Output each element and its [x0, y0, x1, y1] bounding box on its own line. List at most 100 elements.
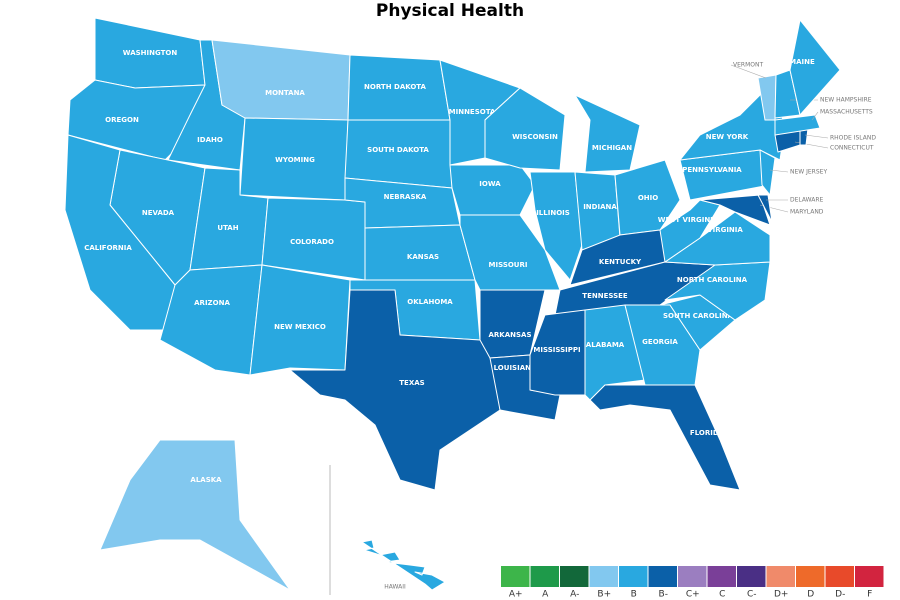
legend-swatch — [530, 566, 559, 587]
state-label: OHIO — [638, 194, 658, 202]
legend-label: C — [719, 590, 725, 600]
state-label: NEBRASKA — [384, 193, 427, 201]
state-label: MAINE — [789, 58, 815, 66]
state — [757, 74, 777, 121]
state-label: FLORIDA — [690, 429, 725, 437]
leader-line — [804, 134, 829, 139]
state-label: ARIZONA — [194, 299, 230, 307]
legend-swatch — [855, 566, 884, 587]
state-label: CONNECTICUT — [830, 145, 874, 152]
state — [699, 194, 771, 226]
state-label: VIRGINIA — [707, 226, 743, 234]
legend-label: B+ — [597, 590, 611, 600]
state-label: KANSAS — [407, 253, 439, 261]
state-label: NEW MEXICO — [274, 323, 326, 331]
state-label: WASHINGTON — [123, 49, 178, 57]
state-label: NORTH CAROLINA — [677, 276, 748, 284]
state-label: NEW YORK — [706, 133, 749, 141]
state — [757, 194, 773, 223]
state — [574, 94, 641, 173]
legend-swatch — [560, 566, 589, 587]
state-label: IOWA — [479, 180, 501, 188]
state-label: HAWAII — [384, 584, 406, 591]
state-label: MISSOURI — [489, 261, 528, 269]
leader-line — [769, 169, 789, 173]
state-label: OREGON — [105, 116, 139, 124]
legend-swatch — [501, 566, 530, 587]
title: Physical Health — [376, 1, 524, 21]
state-label: OKLAHOMA — [407, 298, 453, 306]
state-label: LOUISIANA — [494, 364, 537, 372]
state-label: NEW HAMPSHIRE — [820, 97, 872, 104]
legend-swatch — [766, 566, 795, 587]
state — [484, 87, 566, 171]
state — [589, 384, 741, 491]
leader-line — [730, 64, 767, 79]
state-label: GEORGIA — [642, 338, 678, 346]
state — [289, 289, 501, 491]
leader-line — [811, 111, 819, 121]
state-label: MINNESOTA — [449, 108, 496, 116]
state-label: ALABAMA — [586, 341, 625, 349]
state-label: PENNSYLVANIA — [682, 166, 742, 174]
state-label: WYOMING — [275, 156, 315, 164]
state-label: CALIFORNIA — [84, 244, 132, 252]
state-label: DELAWARE — [790, 197, 824, 204]
legend-swatch — [707, 566, 736, 587]
state — [249, 264, 351, 376]
state-label: UTAH — [217, 224, 238, 232]
state — [344, 119, 453, 189]
state — [614, 159, 681, 236]
state-label: ARKANSAS — [488, 331, 531, 339]
legend-label: A — [542, 590, 549, 600]
legend-swatch — [678, 566, 707, 587]
state-label: WISCONSIN — [512, 133, 558, 141]
state-label: MISSISSIPPI — [533, 346, 580, 354]
state-label: WEST VIRGINIA — [658, 216, 719, 224]
legend-label: C- — [747, 590, 757, 600]
state — [449, 164, 536, 216]
state-label: NEVADA — [142, 209, 175, 217]
legend-label: D — [807, 590, 814, 600]
legend-swatch — [796, 566, 825, 587]
legend-label: A+ — [509, 590, 523, 600]
state-label: TENNESSEE — [582, 292, 628, 300]
state-label: ILLINOIS — [536, 209, 570, 217]
state-label: VERMONT — [733, 62, 763, 69]
state-label: SOUTH DAKOTA — [367, 146, 429, 154]
state-label: INDIANA — [583, 203, 617, 211]
state — [99, 439, 291, 591]
legend-swatch — [825, 566, 854, 587]
state-label: SOUTH CAROLINA — [663, 312, 734, 320]
state-label: ALASKA — [190, 476, 222, 484]
legend-label: C+ — [686, 590, 700, 600]
state-label: MONTANA — [265, 89, 305, 97]
state — [774, 114, 821, 136]
state — [759, 149, 776, 196]
state-label: IDAHO — [197, 136, 223, 144]
state-label: COLORADO — [290, 238, 334, 246]
legend-label: A- — [570, 590, 579, 600]
state — [659, 294, 736, 351]
state-label: MICHIGAN — [592, 144, 632, 152]
state-label: KENTUCKY — [599, 258, 642, 266]
state-label: TEXAS — [399, 379, 424, 387]
legend-swatch — [619, 566, 648, 587]
legend-label: B- — [659, 590, 668, 600]
state-label: MASSACHUSETTS — [820, 109, 873, 116]
state — [361, 539, 446, 591]
legend-swatch — [589, 566, 618, 587]
state-label: RHODE ISLAND — [830, 135, 876, 142]
legend-swatch — [648, 566, 677, 587]
state-label: NORTH DAKOTA — [364, 83, 426, 91]
state-label: MARYLAND — [790, 209, 824, 216]
legend-label: D- — [835, 590, 845, 600]
state — [211, 39, 351, 121]
legend-label: F — [867, 590, 872, 600]
legend-label: B — [631, 590, 637, 600]
legend-label: D+ — [774, 590, 788, 600]
state — [789, 19, 841, 116]
legend-swatch — [737, 566, 766, 587]
